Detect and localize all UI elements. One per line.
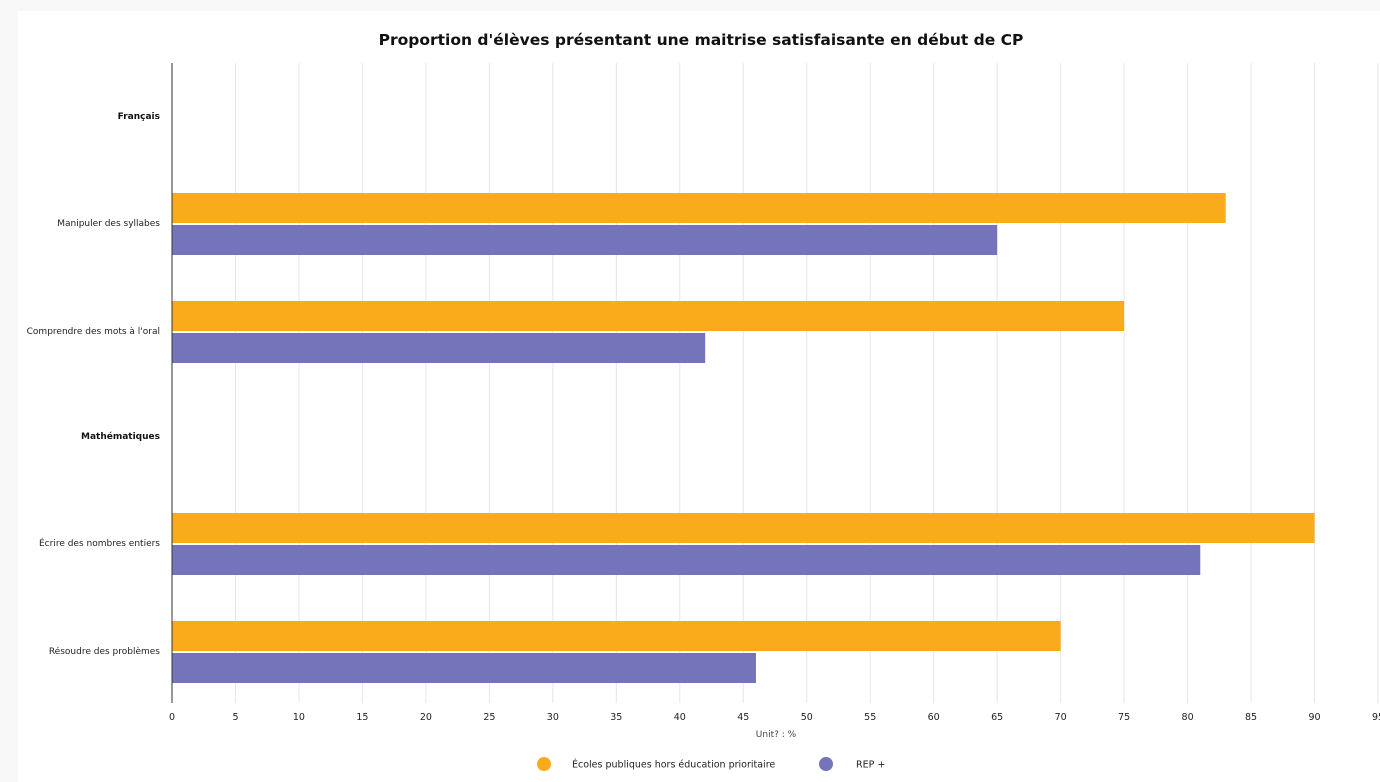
x-tick-label: 15 (356, 712, 368, 723)
y-category-label: Écrire des nombres entiers (39, 537, 160, 549)
chart-title: Proportion d'élèves présentant une maitr… (379, 31, 1024, 49)
x-tick-label: 0 (169, 712, 175, 723)
y-category-label: Comprendre des mots à l'oral (27, 327, 160, 337)
x-tick-label: 35 (610, 712, 622, 723)
x-tick-label: 25 (483, 712, 495, 723)
y-category-label: Français (118, 112, 160, 122)
x-tick-label: 50 (801, 712, 813, 723)
chart-card: Proportion d'élèves présentant une maitr… (18, 11, 1380, 782)
x-tick-label: 10 (293, 712, 305, 723)
legend-label[interactable]: REP + (856, 760, 885, 771)
x-tick-label: 80 (1182, 712, 1194, 723)
x-tick-label: 85 (1245, 712, 1257, 723)
x-tick-label: 55 (864, 712, 876, 723)
x-tick-label: 60 (928, 712, 940, 723)
legend-marker[interactable] (537, 757, 551, 771)
x-tick-label: 45 (737, 712, 749, 723)
x-tick-label: 75 (1118, 712, 1130, 723)
x-tick-label: 30 (547, 712, 559, 723)
bar-rep-plus[interactable] (172, 653, 756, 683)
x-tick-label: 20 (420, 712, 432, 723)
x-tick-label: 70 (1055, 712, 1067, 723)
x-tick-label: 5 (232, 712, 238, 723)
bar-rep-plus[interactable] (172, 225, 998, 255)
legend-marker[interactable] (819, 757, 833, 771)
bar-ecoles-publiques[interactable] (172, 513, 1315, 543)
legend-label[interactable]: Écoles publiques hors éducation priorita… (572, 759, 775, 771)
y-category-label: Mathématiques (81, 431, 160, 442)
x-tick-label: 40 (674, 712, 686, 723)
y-category-label: Résoudre des problèmes (49, 646, 160, 657)
x-tick-label: 90 (1308, 712, 1320, 723)
x-tick-label: 95 (1372, 712, 1380, 723)
x-axis-label: Unit? : % (756, 730, 797, 740)
x-tick-label: 65 (991, 712, 1003, 723)
bar-ecoles-publiques[interactable] (172, 301, 1125, 331)
bar-ecoles-publiques[interactable] (172, 193, 1226, 223)
bar-ecoles-publiques[interactable] (172, 621, 1061, 651)
y-category-label: Manipuler des syllabes (57, 219, 160, 229)
bar-rep-plus[interactable] (172, 333, 706, 363)
chart: Proportion d'élèves présentant une maitr… (27, 31, 1380, 771)
bar-rep-plus[interactable] (172, 545, 1201, 575)
